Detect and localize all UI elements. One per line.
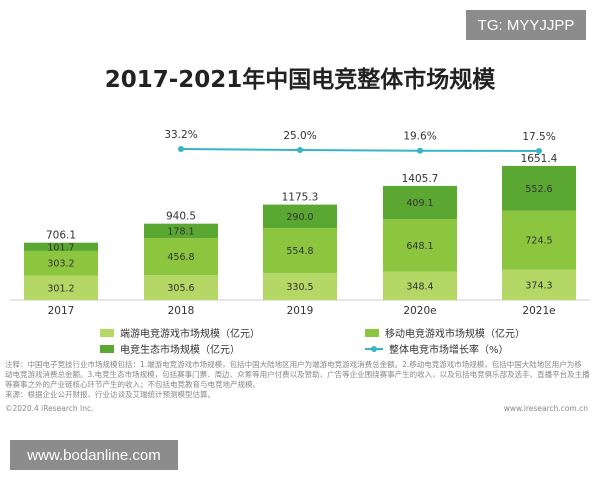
watermark-top-right: TG: MYYJJPP (466, 10, 586, 40)
x-tick-label: 2021e (522, 305, 555, 317)
growth-rate-label: 17.5% (522, 131, 555, 143)
bar-segment (263, 228, 337, 274)
bar-total-label: 706.1 (46, 230, 76, 242)
bar-segment (502, 210, 576, 270)
bar-segment (263, 204, 337, 229)
bar-segment (502, 165, 576, 211)
footnote-source: 来源：根据企业公开财报、行业访谈及艾瑞统计预测模型估算。 (5, 390, 215, 399)
bar-total-label: 1405.7 (402, 173, 439, 185)
legend-label-growth: 整体电竞市场增长率（%） (389, 345, 509, 356)
bar-segment (144, 275, 218, 300)
bar-segment (383, 219, 457, 272)
legend-label-mobile: 移动电竞游戏市场规模（亿元） (385, 329, 525, 340)
footnote-line-3: 等赛事之外的产业链核心环节产生的收入；不包括电竞教育与电竞地产规模。 (5, 380, 260, 389)
bar-segment (383, 271, 457, 300)
bar-value-label: 290.0 (286, 212, 313, 223)
growth-rate-label: 19.6% (403, 131, 436, 143)
bar-value-label: 330.5 (286, 282, 313, 293)
x-tick-label: 2017 (48, 305, 75, 317)
legend-item-pc-esports: 端游电竞游戏市场规模（亿元） (100, 325, 260, 340)
bar-value-label: 456.8 (167, 252, 194, 263)
bar-segment (24, 275, 98, 300)
bar-segment (144, 238, 218, 276)
footnote-line-2: 动电竞游戏消费总金额。3.电竞生态市场规模，包括赛事门票、周边、众筹等用户付费以… (5, 370, 590, 379)
bar-segment (144, 223, 218, 239)
growth-rate-point (178, 145, 184, 152)
bar-value-label: 305.6 (167, 283, 194, 294)
bar-value-label: 409.1 (406, 198, 433, 209)
source-website: www.iresearch.com.cn (503, 404, 588, 413)
bar-segment (24, 250, 98, 276)
bar-value-label: 348.4 (406, 281, 433, 292)
bar-segment (263, 273, 337, 300)
bar-value-label: 648.1 (406, 241, 433, 252)
bar-segment (383, 185, 457, 220)
legend-swatch-growth (365, 345, 383, 353)
growth-rate-point (297, 147, 303, 154)
bar-value-label: 724.5 (525, 236, 552, 247)
footnote-line-1: 注释：中国电子竞技行业市场规模包括：1.端游电竞游戏市场规模，包括中国大陆地区用… (5, 360, 582, 369)
bar-value-label: 552.6 (525, 184, 552, 195)
legend-swatch-mobile (365, 328, 379, 337)
bar-value-label: 178.1 (167, 226, 194, 237)
growth-rate-point (536, 148, 542, 154)
growth-rate-label: 25.0% (283, 130, 316, 142)
bar-total-label: 1175.3 (282, 192, 319, 204)
growth-rate-label: 33.2% (164, 129, 197, 141)
bar-total-label: 940.5 (166, 211, 196, 223)
growth-rate-point (417, 147, 423, 154)
legend-item-growth: 整体电竞市场增长率（%） (365, 341, 509, 356)
bar-segment (24, 242, 98, 251)
bar-value-label: 301.2 (47, 283, 74, 294)
x-tick-label: 2018 (168, 305, 195, 317)
bar-value-label: 374.3 (525, 280, 552, 291)
bar-total-label: 1651.4 (521, 153, 558, 165)
legend-label-pc: 端游电竞游戏市场规模（亿元） (120, 329, 260, 340)
bar-value-label: 101.7 (47, 242, 74, 253)
chart-title: 2017-2021年中国电竞整体市场规模 (104, 67, 496, 93)
legend-item-mobile-esports: 移动电竞游戏市场规模（亿元） (365, 325, 525, 340)
legend-item-ecosystem: 电竞生态市场规模（亿元） (100, 341, 240, 356)
legend-label-ecosystem: 电竞生态市场规模（亿元） (120, 345, 240, 356)
growth-rate-line (180, 147, 540, 152)
watermark-bottom-left: www.bodanline.com (10, 440, 178, 470)
copyright: ©2020.4 iResearch Inc. (5, 404, 94, 413)
bar-value-label: 303.2 (47, 259, 74, 270)
x-tick-label: 2019 (287, 305, 314, 317)
legend-swatch-ecosystem (100, 344, 114, 353)
legend-swatch-pc (100, 328, 114, 337)
bar-segment (502, 269, 576, 300)
bar-value-label: 554.8 (286, 246, 313, 257)
x-tick-label: 2020e (403, 305, 436, 317)
